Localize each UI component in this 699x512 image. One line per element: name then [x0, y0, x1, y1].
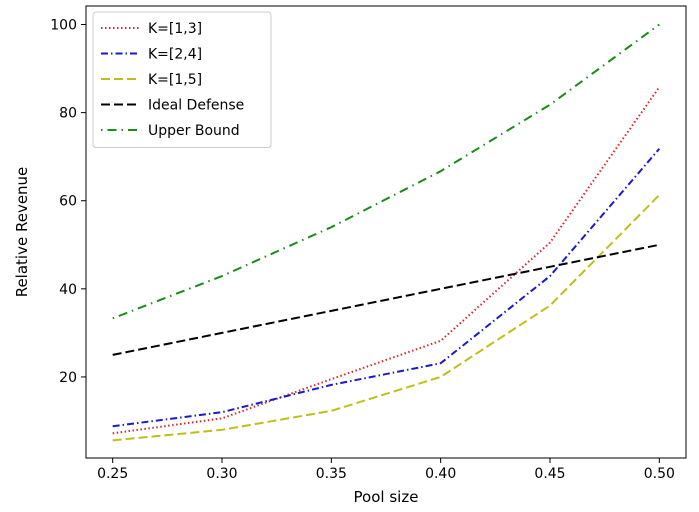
legend: K=[1,3] K=[2,4] K=[1,5] Ideal Defense Upper … — [93, 12, 271, 148]
legend-label-4: Ideal Defense — [148, 98, 244, 114]
series-line-2 — [113, 149, 660, 427]
x-tick-label: 0.50 — [644, 466, 675, 482]
series-line-3 — [113, 195, 660, 440]
y-tick-label: 100 — [50, 18, 77, 34]
legend-label-5: Upper Bound — [148, 123, 240, 139]
x-tick-label: 0.25 — [97, 466, 128, 482]
series-line-4 — [113, 245, 660, 355]
y-tick-label: 40 — [59, 282, 77, 298]
legend-label-2: K=[2,4] — [148, 47, 202, 63]
y-tick-label: 60 — [59, 194, 77, 210]
y-axis-label: Relative Revenue — [13, 167, 31, 298]
x-axis-label: Pool size — [354, 488, 419, 506]
x-tick-label: 0.45 — [534, 466, 565, 482]
y-tick-label: 20 — [59, 370, 77, 386]
x-tick-label: 0.30 — [206, 466, 237, 482]
legend-label-1: K=[1,3] — [148, 21, 202, 37]
x-tick-label: 0.35 — [316, 466, 347, 482]
x-tick-label: 0.40 — [425, 466, 456, 482]
legend-label-3: K=[1,5] — [148, 72, 202, 88]
y-tick-label: 80 — [59, 106, 77, 122]
